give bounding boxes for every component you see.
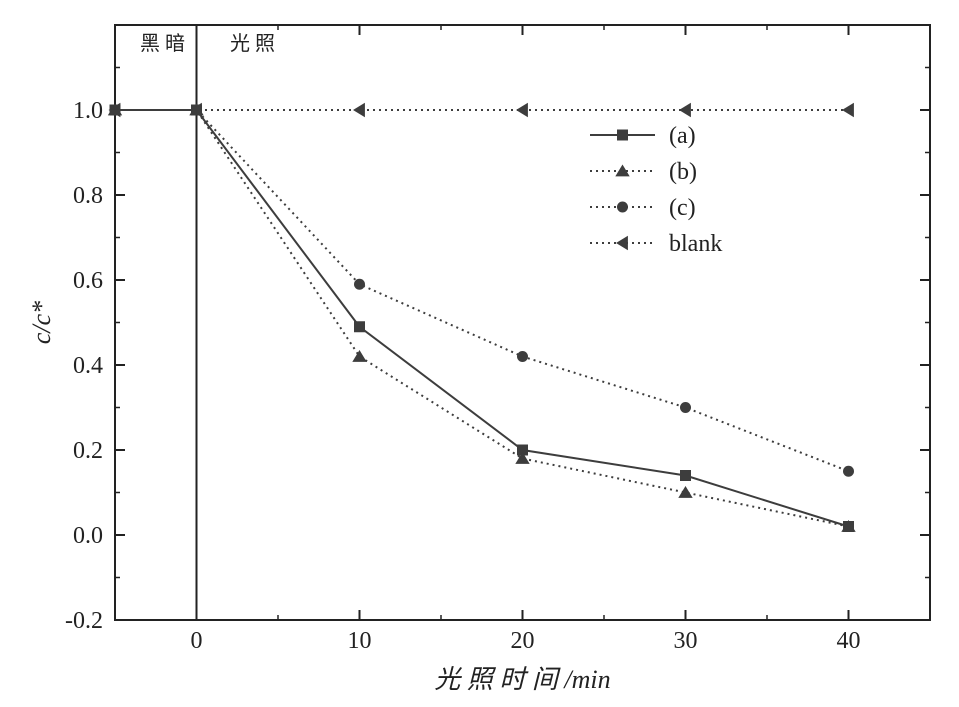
x-axis-label: 光 照 时 间 /min bbox=[434, 665, 610, 694]
legend-label: (a) bbox=[669, 123, 696, 149]
y-tick-label: 0.4 bbox=[73, 353, 103, 379]
y-tick-label: 0.6 bbox=[73, 268, 103, 294]
x-tick-label: 20 bbox=[511, 628, 535, 654]
region-label-light: 光 照 bbox=[230, 32, 275, 55]
y-tick-label: 0.2 bbox=[73, 438, 103, 464]
x-tick-label: 10 bbox=[348, 628, 372, 654]
y-tick-label: -0.2 bbox=[65, 608, 103, 634]
region-label-dark: 黑 暗 bbox=[140, 32, 185, 55]
legend-label: (c) bbox=[669, 195, 696, 221]
x-tick-label: 30 bbox=[674, 628, 698, 654]
plot-background bbox=[0, 0, 959, 707]
y-axis-label: c/c* bbox=[27, 301, 56, 344]
x-tick-label: 40 bbox=[837, 628, 861, 654]
y-tick-label: 0.8 bbox=[73, 183, 103, 209]
y-tick-label: 1.0 bbox=[73, 98, 103, 124]
legend-label: blank bbox=[669, 231, 722, 257]
line-chart: 0 10 20 30 40 -0.2 0.0 0.2 0.4 0.6 0.8 1.0 (a) (b) (c… bbox=[0, 0, 959, 707]
y-tick-label: 0.0 bbox=[73, 523, 103, 549]
legend-label: (b) bbox=[669, 159, 697, 185]
x-tick-label: 0 bbox=[191, 628, 203, 654]
